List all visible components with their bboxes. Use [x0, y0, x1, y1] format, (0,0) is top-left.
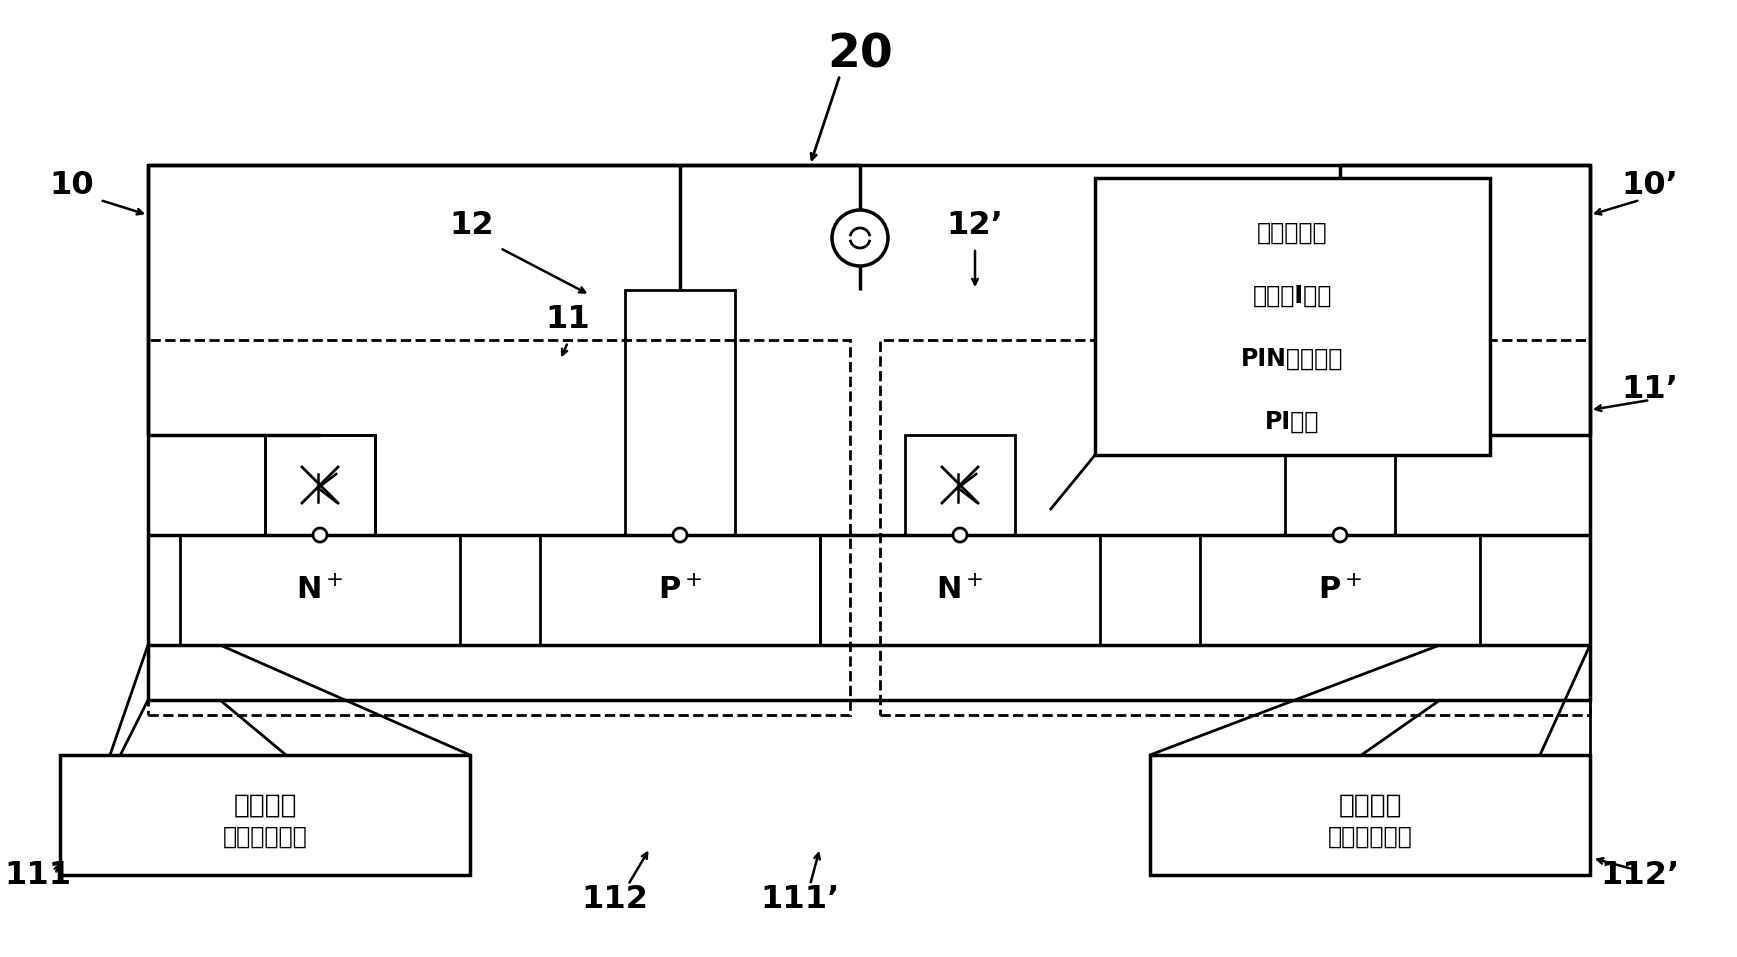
Circle shape — [1332, 528, 1346, 542]
Bar — [266, 435, 375, 535]
Bar — [181, 535, 460, 645]
Text: 正向偏置: 正向偏置 — [233, 792, 297, 818]
Text: N$^+$: N$^+$ — [936, 575, 983, 605]
Circle shape — [954, 528, 968, 542]
Bar — [61, 755, 471, 875]
Bar — [625, 290, 735, 535]
Text: PI结构: PI结构 — [1265, 410, 1320, 434]
Bar — [540, 535, 820, 645]
Circle shape — [672, 528, 688, 542]
Text: PIN结构变为: PIN结构变为 — [1242, 347, 1344, 371]
Bar — [148, 340, 849, 715]
Bar — [905, 435, 1014, 535]
Text: 10: 10 — [50, 169, 94, 201]
Text: 112’: 112’ — [1600, 860, 1680, 892]
Text: 反向偏置: 反向偏置 — [1337, 792, 1402, 818]
Text: 20: 20 — [827, 33, 893, 78]
Text: 10’: 10’ — [1622, 169, 1678, 201]
Text: 12: 12 — [450, 210, 495, 240]
Text: 11’: 11’ — [1622, 374, 1678, 406]
Text: 111: 111 — [5, 860, 71, 892]
Text: N$^+$: N$^+$ — [297, 575, 344, 605]
Bar — [820, 535, 1100, 645]
Text: P$^+$: P$^+$ — [658, 575, 702, 605]
Bar — [1285, 290, 1395, 535]
Text: （反向偏置）: （反向偏置） — [222, 825, 307, 849]
Bar — [1200, 535, 1480, 645]
Bar — [881, 340, 1589, 715]
Text: （正向偏置）: （正向偏置） — [1327, 825, 1412, 849]
Bar — [1150, 755, 1589, 875]
Bar — [1094, 178, 1490, 455]
Text: 12’: 12’ — [947, 210, 1004, 240]
Text: 掺杂区域可: 掺杂区域可 — [1258, 221, 1327, 245]
Text: 111’: 111’ — [761, 884, 839, 916]
Bar — [148, 165, 1589, 700]
Circle shape — [313, 528, 327, 542]
Text: P$^+$: P$^+$ — [1318, 575, 1362, 605]
Text: 扩展到I区，: 扩展到I区， — [1252, 284, 1332, 308]
Text: 11: 11 — [545, 304, 591, 336]
Text: 112: 112 — [582, 884, 648, 916]
Circle shape — [832, 210, 888, 266]
Bar — [266, 435, 375, 535]
